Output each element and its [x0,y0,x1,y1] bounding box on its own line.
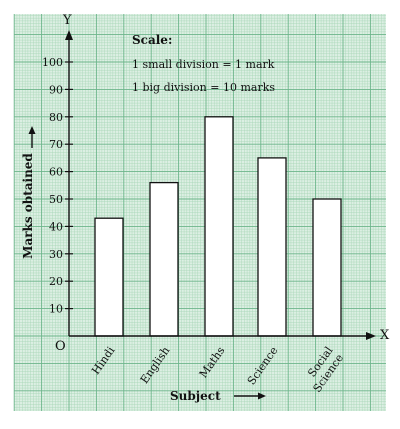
y-tick-label: 60 [49,166,63,179]
axes-group [65,30,376,340]
y-axis-arrowhead [65,30,73,40]
y-tick-label: 50 [49,193,63,206]
x-axis-letter: X [380,328,390,343]
y-tick-label: 30 [49,248,63,261]
scale-title: Scale: [132,33,172,47]
x-axis-title: Subject [170,389,221,403]
bar-maths [204,116,234,337]
y-ticks-group: 10 20 30 40 50 60 70 80 90 100 [42,56,73,316]
bar-social-science [312,198,342,337]
y-axis-title-arrowhead [28,126,36,134]
scale-line-small: 1 small division = 1 mark [132,58,275,71]
scale-note: Scale: 1 small division = 1 mark 1 big d… [132,33,275,94]
bar-hindi [94,217,124,337]
y-axis-title: Marks obtained [21,153,35,259]
y-tick-label: 90 [49,83,63,96]
bar-english [149,181,179,337]
y-tick-label: 20 [49,275,63,288]
scale-line-big: 1 big division = 10 marks [132,81,275,94]
origin-label: O [55,339,66,354]
y-tick-label: 40 [49,220,63,233]
y-tick-label: 70 [49,138,63,151]
y-tick-label: 80 [49,111,63,124]
x-axis-title-arrowhead [258,392,266,400]
bars-group [94,116,342,337]
x-axis-arrowhead [366,332,376,340]
y-tick-label: 10 [49,303,63,316]
x-axis-title-group: Subject [170,389,266,403]
y-tick-label: 100 [42,56,63,69]
y-axis-title-group: Marks obtained [21,126,36,259]
bar-science [257,157,287,337]
y-axis-letter: Y [62,13,72,28]
